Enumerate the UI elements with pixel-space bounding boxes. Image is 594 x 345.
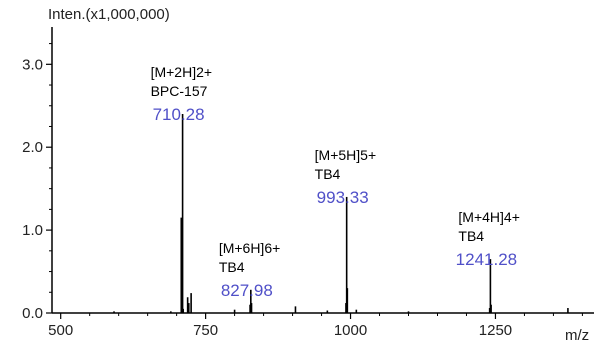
peak-annotations: 710.28 BPC-157 [M+2H]2+ 827.98 TB4 [M+6H]6+ 99… [151,64,520,300]
y-axis-ticks: 0.0 1.0 2.0 3.0 [22,43,52,322]
x-axis-title: m/z [565,327,589,344]
peak-ion-label: [M+6H]6+ [219,240,280,256]
peak-mz-label: 827.98 [221,281,273,300]
peak-species-label: TB4 [219,259,245,275]
y-tick-label: 1.0 [22,222,43,239]
peak-bars [113,114,569,313]
y-tick-label: 3.0 [22,56,43,73]
peak-ion-label: [M+2H]2+ [151,64,212,80]
peak-species-label: TB4 [315,166,341,182]
y-axis-title: Inten.(x1,000,000) [48,6,170,23]
y-tick-label: 2.0 [22,139,43,156]
x-axis-ticks: 500 750 1000 1250 [48,313,583,339]
y-tick-label: 0.0 [22,305,43,322]
peak-mz-label: 1241.28 [456,250,517,269]
peak-ion-label: [M+5H]5+ [315,147,376,163]
x-tick-label: 750 [193,322,218,339]
peak-mz-label: 710.28 [153,105,205,124]
peak-mz-label: 993.33 [317,188,369,207]
peak-species-label: BPC-157 [151,83,208,99]
peak-ion-label: [M+4H]4+ [458,209,519,225]
x-tick-label: 500 [48,322,73,339]
x-tick-label: 1000 [334,322,367,339]
peak-species-label: TB4 [458,228,484,244]
x-tick-label: 1250 [479,322,512,339]
